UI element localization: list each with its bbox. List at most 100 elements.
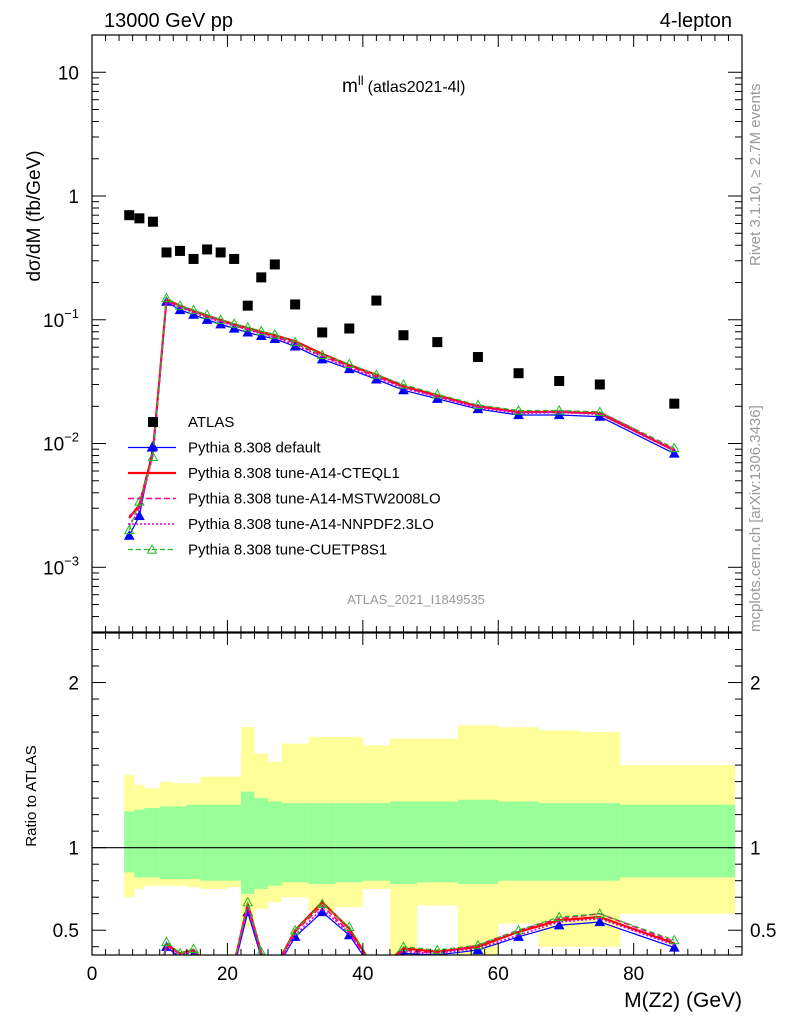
ratio-point-cuetp8s1 bbox=[161, 936, 172, 946]
ratio-band-inner-bin bbox=[124, 811, 135, 873]
main-point-default bbox=[228, 322, 240, 333]
ratio-band-inner-bin bbox=[200, 804, 214, 881]
y-tick-label-base: 10 bbox=[58, 63, 79, 84]
x-tick-label: 0 bbox=[87, 964, 98, 985]
data-point bbox=[472, 352, 483, 363]
y-tick-label-main: 1 bbox=[68, 187, 79, 208]
main-series bbox=[123, 210, 680, 540]
main-point-default bbox=[242, 326, 254, 337]
ratio-band-inner-bin bbox=[173, 806, 187, 880]
data-point bbox=[256, 272, 267, 283]
legend-label-mstw: Pythia 8.308 tune-A14-MSTW2008LO bbox=[188, 491, 441, 508]
main-point-cuetp8s1 bbox=[269, 328, 281, 339]
main-point-cuetp8s1 bbox=[228, 318, 240, 328]
ratio-band-inner-bin bbox=[498, 801, 539, 881]
data-point bbox=[124, 210, 135, 221]
data-point bbox=[513, 368, 524, 379]
main-point-cuetp8s1 bbox=[371, 369, 382, 379]
ratio-point-cuetp8s1 bbox=[256, 946, 266, 955]
y-tick-label-ratio-left: 2 bbox=[68, 674, 79, 695]
ratio-series-line-cteql1 bbox=[163, 900, 675, 955]
x-tick-label: 80 bbox=[623, 964, 644, 985]
legend-entry-cteql1: Pythia 8.308 tune-A14-CTEQL1 bbox=[128, 465, 400, 482]
ratio-point-cuetp8s1 bbox=[513, 924, 524, 935]
ratio-point-cuetp8s1 bbox=[472, 939, 484, 950]
ratio-band-inner-bin bbox=[254, 798, 269, 889]
legend-entry-mstw: Pythia 8.308 tune-A14-MSTW2008LO bbox=[128, 491, 441, 508]
legend-marker-default bbox=[146, 441, 158, 452]
main-point-default bbox=[201, 314, 213, 324]
observable-symbol: m bbox=[342, 76, 358, 97]
y-tick-label-main: 10−2 bbox=[43, 430, 79, 456]
legend-marker-cuetp8s1 bbox=[146, 543, 158, 554]
y-tick-label-ratio-right: 2 bbox=[750, 674, 761, 695]
main-point-cuetp8s1 bbox=[668, 442, 680, 453]
data-point bbox=[398, 330, 409, 341]
main-point-default bbox=[594, 411, 606, 421]
ratio-band-inner-bin bbox=[227, 804, 241, 881]
y-tick-label-base: 10 bbox=[43, 558, 64, 579]
ratio-band-inner-bin bbox=[186, 804, 201, 880]
main-point-default bbox=[134, 510, 145, 521]
y-tick-label-base: 1 bbox=[68, 187, 79, 208]
ratio-band-inner-bin bbox=[417, 801, 458, 883]
legend-label-nnpdf: Pythia 8.308 tune-A14-NNPDF2.3LO bbox=[188, 516, 434, 533]
data-point bbox=[432, 337, 443, 348]
ratio-band-inner-bin bbox=[144, 808, 160, 878]
y-tick-label-exponent: −3 bbox=[64, 553, 79, 568]
main-point-cuetp8s1 bbox=[289, 336, 301, 347]
observable-note: (atlas2021-4l) bbox=[368, 79, 466, 96]
y-tick-label-exponent: −1 bbox=[64, 306, 79, 321]
rivet-version-label: Rivet 3.1.10, ≥ 2.7M events bbox=[747, 84, 764, 267]
x-tick-label: 40 bbox=[352, 964, 373, 985]
ratio-band-inner-bin bbox=[389, 801, 417, 884]
data-point bbox=[290, 299, 301, 310]
ratio-band-inner-bin bbox=[213, 804, 228, 881]
main-point-cuetp8s1 bbox=[398, 378, 409, 389]
y-tick-label-base: 10 bbox=[43, 435, 64, 456]
legend-label-cuetp8s1: Pythia 8.308 tune-CUETP8S1 bbox=[188, 542, 387, 559]
main-series-line-mstw bbox=[128, 299, 675, 517]
data-point bbox=[229, 253, 240, 264]
y-tick-label-ratio-left: 0.5 bbox=[53, 921, 79, 942]
main-point-cuetp8s1 bbox=[174, 300, 186, 310]
ratio-point-default bbox=[472, 944, 484, 955]
main-point-default bbox=[668, 448, 680, 458]
ratio-point-default bbox=[594, 916, 606, 927]
main-point-cuetp8s1 bbox=[215, 314, 226, 324]
main-point-cuetp8s1 bbox=[594, 406, 606, 417]
ratio-uncertainty-bands bbox=[92, 725, 742, 955]
main-point-cuetp8s1 bbox=[255, 325, 267, 336]
y-tick-label-main: 10−1 bbox=[43, 306, 79, 332]
data-point bbox=[202, 244, 213, 255]
ratio-band-inner-bin bbox=[240, 791, 255, 894]
data-point bbox=[134, 213, 145, 224]
ratio-point-cuetp8s1 bbox=[188, 943, 199, 953]
main-point-cuetp8s1 bbox=[134, 495, 145, 506]
x-tick-label: 20 bbox=[217, 964, 238, 985]
legend-entry-cuetp8s1: Pythia 8.308 tune-CUETP8S1 bbox=[128, 542, 387, 559]
data-point bbox=[554, 376, 565, 387]
ratio-band-inner-bin bbox=[579, 803, 621, 881]
y-tick-label-ratio-left: 1 bbox=[68, 839, 79, 860]
ratio-series bbox=[161, 896, 680, 955]
legend-label-data: ATLAS bbox=[188, 414, 234, 431]
ratio-band-inner-bin bbox=[620, 804, 736, 878]
ratio-band-inner-bin bbox=[134, 809, 145, 878]
y-tick-label-main: 10 bbox=[58, 63, 79, 84]
main-point-cuetp8s1 bbox=[316, 349, 328, 360]
ratio-point-default bbox=[316, 906, 328, 917]
ratio-band-inner-bin bbox=[308, 803, 336, 884]
y-tick-label-ratio-right: 1 bbox=[750, 839, 761, 860]
data-point bbox=[175, 245, 186, 256]
observable-label: mll (atlas2021-4l) bbox=[342, 73, 465, 97]
ratio-point-cuetp8s1 bbox=[553, 911, 565, 922]
ratio-band-inner-bin bbox=[281, 803, 309, 883]
data-point bbox=[242, 300, 253, 311]
legend-marker-data bbox=[148, 417, 158, 427]
data-point bbox=[344, 323, 355, 334]
data-point bbox=[147, 216, 158, 227]
ratio-point-cuetp8s1 bbox=[316, 898, 328, 908]
main-point-cuetp8s1 bbox=[123, 524, 135, 535]
main-point-cuetp8s1 bbox=[242, 321, 254, 332]
